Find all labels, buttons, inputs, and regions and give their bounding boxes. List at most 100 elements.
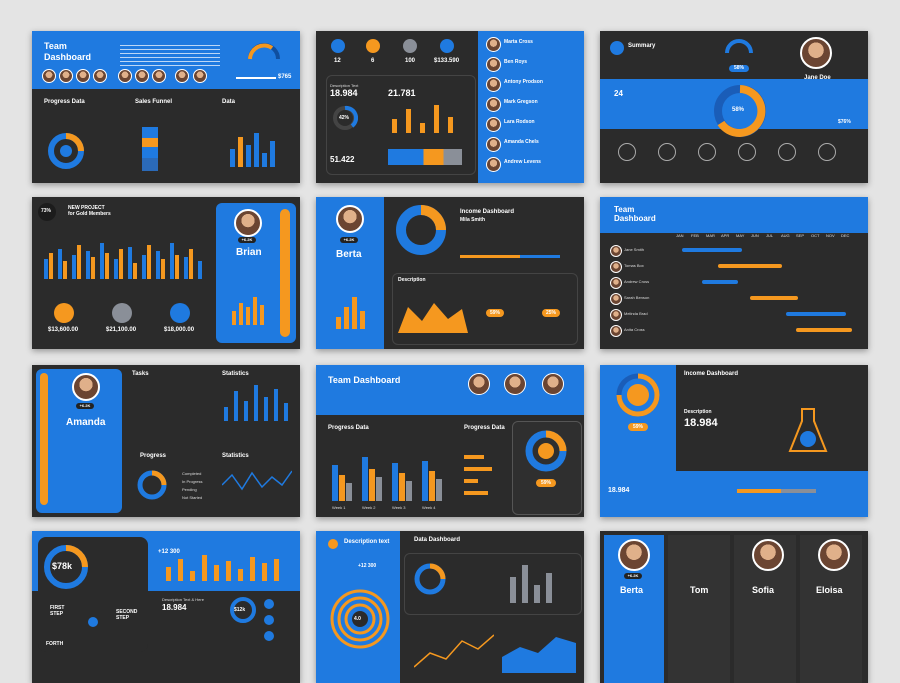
profile-name: Berta: [620, 585, 644, 595]
avatar: [118, 69, 132, 83]
section-title: Tasks: [132, 371, 149, 377]
icon: [328, 539, 338, 549]
header-band: [600, 197, 868, 233]
slide-2-stats[interactable]: 12 6 100 $133.590 Description Text 18.98…: [316, 31, 584, 183]
profile-name: Berta: [336, 249, 362, 260]
donut-chart: [230, 597, 256, 623]
value-text: $18,000.00: [164, 327, 195, 333]
circle-icon: [778, 143, 796, 161]
step-label: FIRST STEP: [50, 605, 65, 617]
inner-card: [392, 273, 578, 345]
gauge-badge: 58%: [729, 65, 749, 72]
slide-5-income[interactable]: +6.2K Berta Income Dashboard Mila Smith …: [316, 197, 584, 349]
step-dot: [88, 617, 98, 627]
dark-card: [38, 537, 148, 652]
person-name: Anita Cross: [624, 327, 645, 332]
person-name: Amanda Chels: [504, 139, 539, 145]
likes-badge: +6.2K: [76, 403, 94, 409]
profile-name: Jane Doe: [804, 75, 831, 81]
section-title: Progress: [140, 453, 167, 459]
stat-value: $133.590: [434, 58, 460, 64]
avatar: [42, 69, 56, 83]
step-label: SECOND STEP: [116, 609, 138, 621]
slide-11-data-dashboard[interactable]: Description text +12 300 4.0 Data Dashbo…: [316, 531, 584, 683]
slide-title: Summary: [628, 43, 656, 49]
avatar: [610, 261, 622, 273]
section-title: Data: [222, 99, 236, 105]
avatar: [486, 77, 501, 92]
month-label: NOV: [826, 233, 835, 238]
profile-name: Tom: [690, 585, 709, 595]
slide-title: Team Dashboard: [614, 205, 656, 223]
donut-label: 58%: [732, 107, 745, 113]
timeline-bar: [786, 312, 846, 316]
bar-chart: [388, 103, 468, 133]
side-strip: [40, 373, 48, 505]
section-title: Description: [398, 277, 426, 283]
value-text: $76%: [838, 119, 851, 125]
profile-card: [668, 535, 730, 683]
bar-chart: [232, 297, 268, 325]
circle-icon: [112, 303, 132, 323]
person-name: Mila Smith: [460, 217, 486, 223]
circle-icon: [264, 615, 274, 625]
legend-item: Pending: [182, 487, 197, 492]
profile-name: Brian: [236, 247, 262, 258]
avatar: [504, 373, 526, 395]
slide-3-summary[interactable]: Summary 58% Jane Doe 24 58% $76%: [600, 31, 868, 183]
avatar: [468, 373, 490, 395]
h-bars: [464, 451, 504, 501]
stat-text: +12 300: [358, 563, 377, 569]
slide-10-steps[interactable]: $78k FIRST STEP SECOND STEP FORTH +12 30…: [32, 531, 300, 683]
circle-icon: [264, 599, 274, 609]
big-number: 51.422: [330, 155, 355, 164]
header-band: [316, 365, 584, 415]
area-chart: [398, 303, 468, 333]
person-name: Marta Cross: [504, 39, 533, 45]
stacked-bar: [684, 489, 860, 493]
bottom-band: [600, 471, 868, 517]
month-label: MAY: [736, 233, 745, 238]
slide-title: Income Dashboard: [684, 371, 739, 377]
step-label: FORTH: [46, 641, 64, 647]
person-name: Lara Rodson: [504, 119, 535, 125]
avatar: [610, 293, 622, 305]
big-number: 18.984: [684, 417, 718, 429]
timeline-bar: [718, 264, 782, 268]
badge-circle: [38, 203, 56, 221]
slide-title: Description text: [344, 539, 390, 545]
likes-badge: +6.2K: [340, 237, 358, 243]
section-title: Sales Funnel: [135, 99, 173, 105]
slide-8-team-dashboard[interactable]: Team Dashboard Progress Data Progress Da…: [316, 365, 584, 517]
stat-icon: [440, 39, 454, 53]
profile-avatar: [72, 373, 100, 401]
desc-label: Description Text: [330, 83, 359, 88]
profile-avatar: [752, 539, 784, 571]
month-row: JAN FEB MAR APR MAY JUN JUL AUG SEP OCT …: [676, 233, 856, 239]
avatar: [59, 69, 73, 83]
avatar: [486, 97, 501, 112]
profile-name: Sofia: [752, 585, 775, 595]
profile-avatar: [800, 37, 832, 69]
bar-chart: [60, 455, 116, 499]
bar-chart: [228, 131, 290, 167]
big-number: 18.984: [162, 603, 187, 612]
person-name: Antony Prodson: [504, 79, 543, 85]
slide-6-timeline[interactable]: Team Dashboard JAN FEB MAR APR MAY JUN J…: [600, 197, 868, 349]
donut-chart: [44, 545, 88, 589]
line-chart: [414, 634, 494, 668]
avatar: [610, 245, 622, 257]
legend-item: Completed: [182, 471, 202, 476]
person-name: Andrew Levens: [504, 159, 541, 165]
slide-4-new-project[interactable]: 73% NEW PROJECT for Gold Members $13,600…: [32, 197, 300, 349]
slide-7-amanda[interactable]: +6.2K Amanda Tasks Statistics Progress C…: [32, 365, 300, 517]
slide-9-income[interactable]: 59% Income Dashboard Description 18.984 …: [600, 365, 868, 517]
slide-12-profiles[interactable]: +6.2K Berta Tom Sofia Eloisa: [600, 531, 868, 683]
circle-icon: [818, 143, 836, 161]
donut-chart: [137, 470, 167, 500]
timeline-bar: [796, 328, 852, 332]
slide-1-team-dashboard[interactable]: Team Dashboard $765 Progress Data Sales …: [32, 31, 300, 183]
circle-icon: [264, 631, 274, 641]
gauge-icon: [725, 39, 753, 54]
stacked-bar: [388, 149, 462, 165]
